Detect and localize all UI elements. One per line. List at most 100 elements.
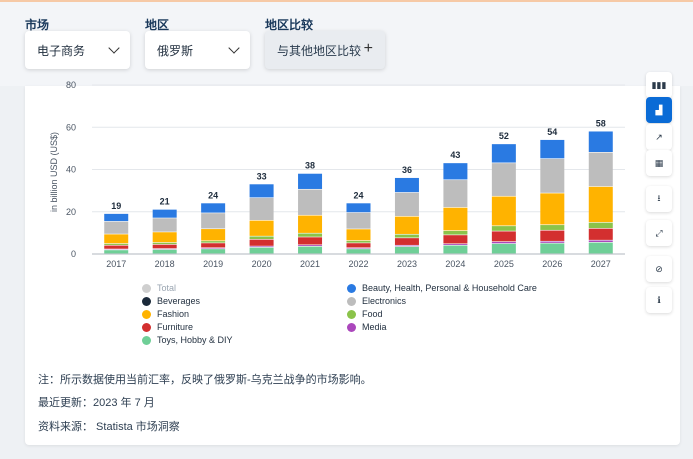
y-tick-label: 40	[66, 165, 76, 175]
bar-chart-button[interactable]: ▮▮▮	[646, 72, 672, 98]
chart-card	[25, 86, 680, 445]
info-button[interactable]: ℹ	[646, 287, 672, 313]
legend-item-furniture[interactable]: Furniture	[142, 322, 193, 332]
bar-segment-food	[152, 242, 177, 245]
bar-segment-beauty	[201, 203, 226, 213]
bar-segment-furniture	[104, 245, 129, 249]
bar-segment-toys	[394, 246, 419, 254]
bar-segment-furniture	[298, 237, 323, 245]
legend-item-beauty[interactable]: Beauty, Health, Personal & Household Car…	[347, 283, 537, 293]
bar-segment-beauty	[443, 163, 468, 180]
bar-chart-icon: ▮▮▮	[651, 79, 667, 90]
bar-segment-fashion	[394, 216, 419, 234]
legend-item-total[interactable]: Total	[142, 283, 176, 293]
bar-total-label: 21	[160, 197, 170, 207]
last-updated: 最近更新：2023 年 7 月	[38, 397, 155, 409]
bar-segment-beauty	[394, 177, 419, 193]
x-tick-label: 2021	[300, 259, 320, 269]
bar-total-label: 33	[257, 171, 267, 181]
legend-swatch	[142, 309, 151, 319]
plus-icon: +	[363, 40, 373, 57]
expand-icon: ⤢	[655, 227, 663, 238]
x-tick-label: 2020	[252, 259, 272, 269]
legend-item-electronics[interactable]: Electronics	[347, 296, 406, 306]
region-select-value: 俄罗斯	[157, 43, 194, 58]
bar-segment-food	[588, 222, 613, 229]
bar-segment-toys	[588, 242, 613, 254]
compare-region-label: 与其他地区比较	[277, 43, 362, 58]
bar-total-label: 36	[402, 165, 412, 175]
bar-segment-toys	[298, 246, 323, 254]
x-tick-label: 2024	[445, 259, 465, 269]
legend-label: Total	[157, 283, 177, 293]
bar-segment-fashion	[104, 234, 129, 244]
legend-label: Toys, Hobby & DIY	[157, 335, 233, 345]
bar-segment-electronics	[540, 158, 565, 193]
bar-segment-fashion	[152, 232, 177, 243]
bar-segment-beauty	[298, 173, 323, 189]
market-select-value: 电子商务	[37, 43, 86, 58]
bar-segment-beauty	[249, 184, 274, 198]
bar-total-label: 52	[499, 131, 509, 141]
x-tick-label: 2026	[542, 259, 562, 269]
legend-item-food[interactable]: Food	[347, 309, 383, 319]
bar-segment-food	[540, 225, 565, 230]
bar-segment-electronics	[394, 192, 419, 217]
bar-total-label: 38	[305, 161, 315, 171]
bar-segment-fashion	[249, 220, 274, 236]
bar-total-label: 24	[353, 190, 363, 200]
x-tick-label: 2025	[494, 259, 514, 269]
bar-segment-toys	[201, 249, 226, 254]
bar-segment-electronics	[201, 213, 226, 229]
legend-label: Beauty, Health, Personal & Household Car…	[362, 283, 537, 293]
legend-swatch	[347, 309, 356, 319]
region-filter-label: 地区	[145, 18, 170, 32]
compare-region-button[interactable]: 与其他地区比较 +	[265, 31, 385, 69]
bar-total-label: 58	[596, 118, 606, 128]
bar-segment-food	[346, 240, 371, 243]
market-select[interactable]: 电子商务	[25, 31, 130, 69]
bar-segment-electronics	[491, 163, 516, 196]
bar-segment-media	[249, 246, 274, 248]
bar-segment-food	[249, 236, 274, 240]
bar-segment-beauty	[588, 131, 613, 152]
download-button[interactable]: ⭳	[646, 186, 672, 212]
legend-label: Media	[362, 322, 387, 332]
expand-button[interactable]: ⤢	[646, 220, 672, 246]
bar-segment-fashion	[588, 186, 613, 223]
legend-item-toys[interactable]: Toys, Hobby & DIY	[142, 335, 233, 345]
stacked-bar-button[interactable]: ▟	[646, 97, 672, 123]
bar-segment-fashion	[443, 207, 468, 231]
region-select[interactable]: 俄罗斯	[145, 31, 250, 69]
bar-segment-beauty	[346, 203, 371, 213]
bar-segment-furniture	[249, 239, 274, 246]
info-icon: ℹ	[657, 294, 661, 305]
bar-segment-electronics	[249, 198, 274, 221]
hide-button[interactable]: ⊘	[646, 256, 672, 282]
legend-item-media[interactable]: Media	[347, 322, 387, 332]
legend-label: Food	[362, 309, 383, 319]
x-tick-label: 2022	[348, 259, 368, 269]
table-button[interactable]: ▦	[646, 150, 672, 176]
bar-segment-furniture	[394, 238, 419, 245]
bar-total-label: 54	[547, 127, 557, 137]
bar-segment-toys	[443, 245, 468, 254]
bar-segment-toys	[249, 247, 274, 254]
bar-segment-food	[394, 234, 419, 238]
bar-segment-electronics	[152, 218, 177, 232]
market-filter-label: 市场	[25, 18, 50, 32]
bar-segment-fashion	[298, 215, 323, 233]
legend-item-beverages[interactable]: Beverages	[142, 296, 200, 306]
bar-segment-beauty	[540, 139, 565, 159]
trend-line-button[interactable]: ↗	[646, 124, 672, 150]
data-source: 资料来源： Statista 市场洞察	[38, 421, 180, 433]
bar-total-label: 24	[208, 190, 218, 200]
bar-segment-electronics	[298, 189, 323, 215]
legend-item-fashion[interactable]: Fashion	[142, 309, 189, 319]
bar-segment-furniture	[346, 243, 371, 248]
bar-segment-furniture	[491, 231, 516, 242]
bar-segment-media	[588, 240, 613, 242]
x-tick-label: 2019	[203, 259, 223, 269]
bar-segment-furniture	[443, 235, 468, 244]
bar-segment-food	[201, 241, 226, 243]
